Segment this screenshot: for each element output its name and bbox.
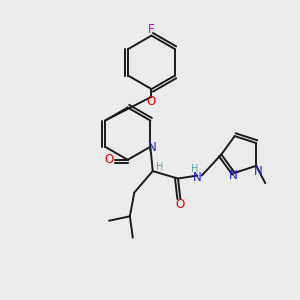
- Text: O: O: [105, 153, 114, 166]
- Text: N: N: [254, 165, 262, 178]
- Text: N: N: [193, 170, 202, 184]
- Text: H: H: [191, 164, 199, 174]
- Text: F: F: [148, 22, 155, 35]
- Text: O: O: [147, 95, 156, 108]
- Text: N: N: [229, 169, 238, 182]
- Text: N: N: [148, 141, 156, 154]
- Text: O: O: [176, 198, 185, 211]
- Text: H: H: [157, 162, 164, 172]
